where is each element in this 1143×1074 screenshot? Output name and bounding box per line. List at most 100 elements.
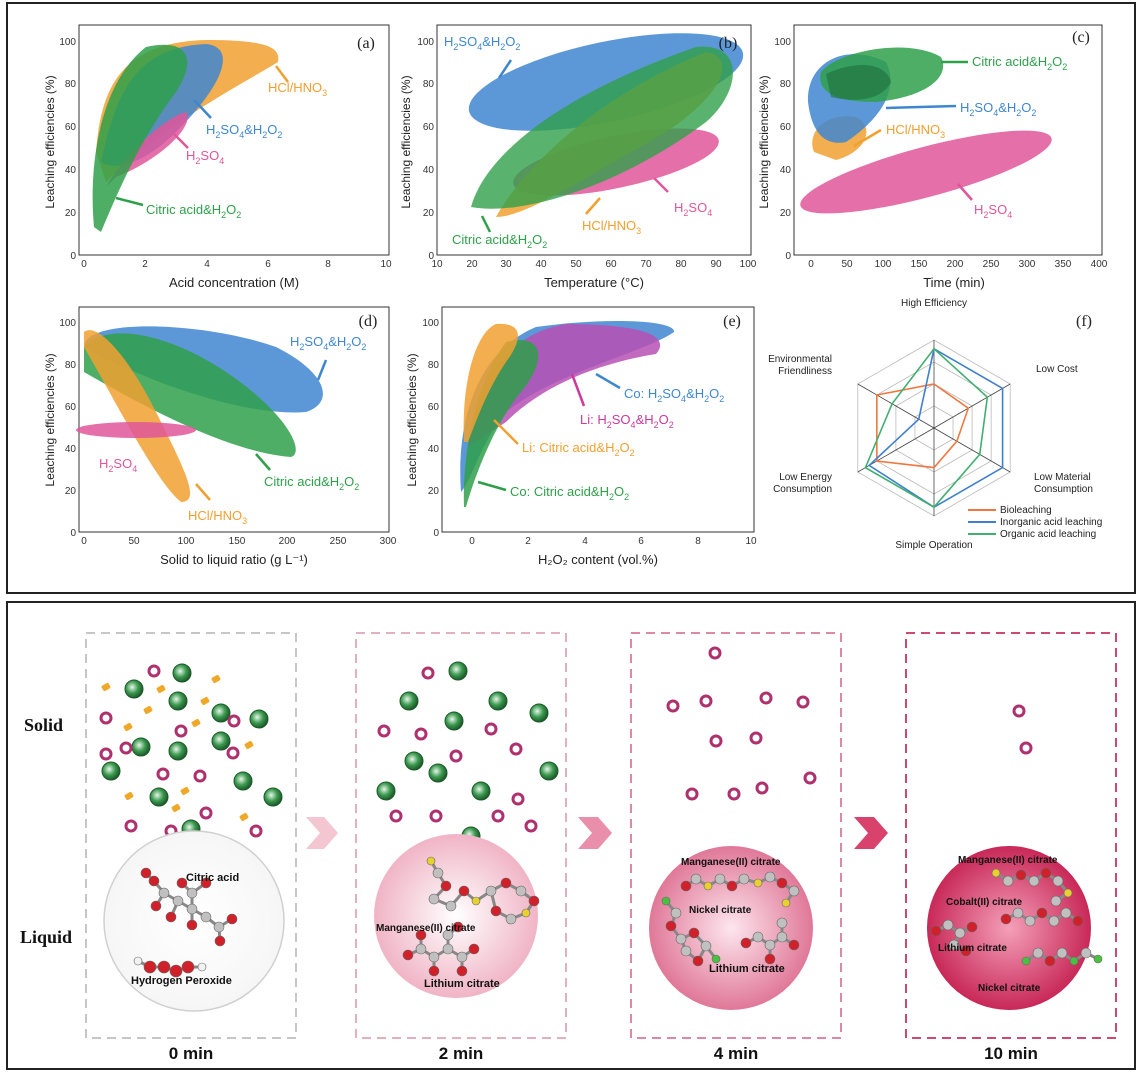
atom: [714, 873, 726, 885]
time-label-3: 10 min: [984, 1044, 1038, 1063]
cobalt-particle: [249, 709, 269, 729]
atom: [1024, 915, 1036, 927]
molecule-label: Lithium citrate: [709, 963, 785, 975]
atom: [169, 964, 183, 978]
nickel-particle: [803, 771, 817, 785]
radar-axis-label: High Efficiency: [901, 298, 967, 309]
panel-e-axes: [441, 306, 755, 533]
panel-b-xtick: 50: [570, 259, 582, 270]
cobalt-citrate-molecule-10min: [1000, 907, 1084, 927]
atom: [442, 943, 454, 955]
panel-b-label-h2so4: H2SO4: [674, 200, 712, 218]
panel-c-ytick: 100: [774, 37, 791, 48]
atom: [1028, 875, 1040, 887]
molecule-label: Lithium citrate: [938, 943, 1007, 954]
cobalt-particle: [149, 787, 169, 807]
cobalt-particle: [399, 691, 419, 711]
nickel-particle: [227, 714, 241, 728]
atom: [500, 877, 512, 889]
panel-a-xtick: 0: [81, 259, 87, 270]
panel-b-ylabel: Leaching efficiencies (%): [399, 75, 413, 208]
nickel-particle: [156, 767, 170, 781]
atom: [930, 925, 942, 937]
step-panel-2min: [355, 632, 567, 1039]
panel-d-xtick: 50: [128, 536, 140, 547]
cobalt-particle: [263, 787, 283, 807]
lithium-particle: [156, 684, 166, 694]
nickel-particle: [99, 747, 113, 761]
cobalt-particle: [376, 781, 396, 801]
cobalt-particle: [488, 691, 508, 711]
atom: [991, 868, 1001, 878]
atom: [186, 903, 198, 915]
panel-b-label-h2so4-h2o2: H2SO4&H2O2: [444, 34, 520, 52]
atom: [954, 927, 966, 939]
atom: [1032, 947, 1044, 959]
nickel-particle: [1012, 704, 1026, 718]
panel-d-ylabel: Leaching efficiencies (%): [43, 353, 57, 486]
atom: [226, 913, 238, 925]
panel-a-xtick: 2: [142, 259, 148, 270]
panel-d-ytick: 40: [65, 444, 77, 455]
atom: [440, 880, 452, 892]
panel-d: 0 50 100 150 200 250 300 0 20 40 60 80 1…: [43, 306, 397, 567]
cobalt-particle: [448, 661, 468, 681]
panel-e-arrows: [477, 372, 621, 492]
solid-particles-10min: [1012, 704, 1033, 755]
panel-e-yticks: 0 20 40 60 80 100: [422, 318, 439, 539]
radar-series-0: [876, 383, 970, 469]
step-panel-0min: [85, 632, 297, 1039]
panel-c-regions: [800, 47, 1052, 214]
atom: [960, 945, 972, 957]
molecule-label: Citric acid: [186, 872, 239, 884]
atom: [1040, 867, 1052, 879]
panel-c-xtick: 200: [947, 259, 964, 270]
panel-e-xticks: 0 2 4 6 8 10: [469, 536, 757, 547]
panel-d-ytick: 100: [59, 318, 76, 329]
lithium-particle: [244, 740, 254, 750]
nickel-particle: [249, 824, 263, 838]
panel-d-xtick: 0: [81, 536, 87, 547]
atom: [753, 878, 763, 888]
atom: [485, 885, 497, 897]
radar-legend: Bioleaching Inorganic acid leaching Orga…: [968, 505, 1102, 540]
lithium-particle: [143, 705, 153, 715]
molecule-label: Nickel citrate: [689, 905, 752, 916]
panel-e-letter: (e): [723, 313, 741, 330]
atom: [468, 943, 480, 955]
panel-b-ytick: 100: [417, 37, 434, 48]
cobalt-particle: [404, 751, 424, 771]
nickel-particle: [99, 711, 113, 725]
panel-a-yticks: 0 20 40 60 80 100: [59, 37, 76, 262]
panel-c-label-hcl: HCl/HNO3: [886, 122, 945, 140]
leaching-efficiency-figure: 0 2 4 6 8 10 0 20 40 60 80 100 Acid conc…: [6, 2, 1136, 594]
atom: [661, 896, 671, 906]
atom: [432, 867, 444, 879]
nickel-citrate-molecule-10min: [1021, 947, 1103, 967]
panel-c-ylabel: Leaching efficiencies (%): [757, 75, 771, 208]
molecule-label: Manganese(II) citrate: [958, 855, 1058, 866]
panel-b-xticks: 10 20 30 40 50 60 70 80 90 100: [431, 259, 756, 270]
panel-d-label-hcl: HCl/HNO3: [188, 508, 247, 526]
atom: [197, 962, 207, 972]
nickel-particle: [226, 746, 240, 760]
panel-d-letter: (d): [359, 313, 378, 330]
atom: [505, 913, 517, 925]
radar-axis-label: Simple Operation: [895, 540, 972, 551]
panel-c-letter: (c): [1072, 29, 1090, 46]
panel-b-xtick: 100: [740, 259, 757, 270]
atom: [764, 871, 776, 883]
cobalt-particle: [471, 781, 491, 801]
panel-e-label-li-h2so4: Li: H2SO4&H2O2: [580, 412, 674, 430]
legend-label: Organic acid leaching: [1000, 529, 1096, 540]
nickel-particle: [119, 741, 133, 755]
panel-d-label-h2so4: H2SO4: [99, 456, 137, 474]
atom: [186, 887, 198, 899]
lithium-particle: [211, 674, 221, 684]
nickel-particle: [421, 666, 435, 680]
atom: [140, 867, 152, 879]
panel-a-xticks: 0 2 4 6 8 10: [81, 259, 392, 270]
lithium-particle: [124, 791, 134, 801]
lithium-particle: [101, 682, 111, 692]
lithium-citrate-molecule-2min: [402, 921, 480, 977]
